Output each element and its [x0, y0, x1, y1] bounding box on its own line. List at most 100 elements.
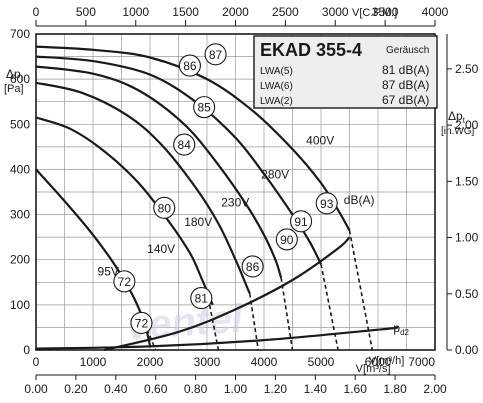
x-second-tick: 2.00 — [423, 382, 447, 396]
y-right-label: Δpt — [448, 109, 466, 125]
noise-marker-90: 90 — [275, 228, 298, 251]
annotation-140v: 140V — [147, 242, 175, 256]
plot-border — [35, 33, 436, 351]
noise-marker-label: 84 — [178, 138, 192, 152]
info-row-label-3: LWA(2) — [260, 96, 293, 107]
x-second-label: V[m³/s] — [356, 363, 391, 375]
noise-marker-label: 87 — [209, 48, 223, 62]
x-top-tick: 2500 — [272, 5, 299, 19]
x-bottom-tick: 4000 — [251, 355, 278, 369]
fan-curve-280V — [35, 55, 322, 265]
x-top-tick: 3000 — [322, 5, 349, 19]
x-second-tick: 0.00 — [24, 382, 48, 396]
noise-marker-circle — [178, 54, 201, 77]
x-second-tick: 0.80 — [184, 382, 208, 396]
noise-marker-72: 72 — [113, 270, 136, 293]
y-right-tick: 0.00 — [455, 343, 479, 357]
annotation-400v: 400V — [306, 134, 334, 148]
noise-marker-label: 86 — [183, 59, 197, 73]
x-second-tick: 1.40 — [304, 382, 328, 396]
noise-marker-circle — [315, 192, 338, 215]
noise-marker-label: 85 — [197, 101, 211, 115]
info-box-frame — [253, 35, 438, 109]
annotation-95v: 95V — [98, 265, 119, 279]
x-bottom-tick: 3000 — [194, 355, 221, 369]
noise-marker-label: 80 — [158, 201, 172, 215]
noise-marker-circle — [289, 210, 313, 233]
x-second-tick: 1.00 — [224, 382, 248, 396]
x-second-tick: 0.40 — [104, 382, 128, 396]
system-curve-iso — [104, 236, 351, 352]
noise-marker-85: 85 — [193, 96, 216, 119]
info-row-label-1: LWA(5) — [260, 66, 293, 77]
x-second-tick: 1.80 — [383, 382, 407, 396]
y-right-tick: 2.50 — [455, 62, 479, 76]
y-left-unit: [Pa] — [4, 83, 24, 95]
y-left-tick: 200 — [10, 253, 30, 267]
annotation-sub: d2 — [400, 328, 409, 337]
y-right-unit: [in.WG] — [441, 126, 475, 137]
annotation-280v: 280V — [261, 167, 289, 181]
y-left-label: Δpt — [6, 67, 24, 83]
annotation-180v: 180V — [184, 215, 212, 229]
info-box: EKAD 355-4 Geräusch LWA(5) 81 dB(A) LWA(… — [253, 35, 438, 109]
x-top-tick: 1000 — [122, 5, 149, 19]
chart-title: EKAD 355-4 — [260, 40, 362, 60]
y-left-tick: 700 — [10, 27, 30, 41]
x-bottom-label: V[m³/h] — [369, 355, 404, 367]
info-row-value-2: 87 dB(A) — [382, 78, 429, 92]
system-curves — [35, 236, 399, 352]
noise-marker-label: 86 — [246, 260, 260, 274]
x-top-label: V[C.F.M.] — [352, 7, 397, 19]
noise-marker-label: 91 — [294, 215, 308, 229]
fan-curve-140V — [35, 116, 214, 306]
noise-marker-circle — [241, 255, 264, 278]
x-top-tick: 500 — [76, 5, 96, 19]
info-row-label-2: LWA(6) — [260, 81, 293, 92]
info-row-value-1: 81 dB(A) — [382, 63, 429, 77]
x-bottom-tick: 5000 — [308, 355, 335, 369]
noise-marker-72: 72 — [130, 311, 153, 334]
y-right-tick: 1.50 — [455, 174, 479, 188]
noise-marker-circle — [153, 196, 176, 219]
dashed-extension — [280, 277, 294, 351]
x-bottom-tick: 2000 — [137, 355, 164, 369]
y-right-label-sub: t — [463, 116, 466, 125]
noise-marker-circle — [173, 133, 196, 156]
annotation-230v: 230V — [221, 195, 249, 209]
x-bottom-tick: 6000 — [365, 355, 392, 369]
x-second-tick: 1.20 — [264, 382, 288, 396]
noise-marker-label: 93 — [320, 197, 334, 211]
x-bottom-tick: 0 — [33, 355, 40, 369]
x-top-tick: 0 — [33, 5, 40, 19]
y-right-tick: 1.00 — [455, 231, 479, 245]
y-left-label-sub: t — [21, 74, 24, 83]
noise-marker-circle — [190, 287, 213, 310]
x-second-tick: 0.60 — [144, 382, 168, 396]
fan-curve-180V — [35, 81, 251, 295]
noise-marker-circle — [193, 96, 216, 119]
x-top-tick: 2000 — [222, 5, 249, 19]
noise-marker-84: 84 — [173, 133, 196, 156]
x-top-tick: 1500 — [172, 5, 199, 19]
noise-marker-circle — [204, 43, 227, 66]
x-second-tick: 0.20 — [64, 382, 88, 396]
info-row-value-3: 67 dB(A) — [382, 93, 429, 107]
noise-marker-label: 81 — [195, 292, 209, 306]
noise-marker-80: 80 — [153, 196, 176, 219]
noise-marker-label: 72 — [118, 275, 132, 289]
y-left-tick: 600 — [10, 72, 30, 86]
y-left-tick: 0 — [23, 343, 30, 357]
x-top-tick: 3500 — [372, 5, 399, 19]
x-bottom-tick: 7000 — [408, 355, 435, 369]
system-curve-p_d2 — [35, 326, 399, 350]
y-left-tick: 100 — [10, 298, 30, 312]
noise-marker-91: 91 — [289, 210, 313, 233]
annotation-p: pd2 — [393, 321, 409, 337]
noise-marker-label: 72 — [135, 316, 149, 330]
y-right-tick: 0.50 — [455, 287, 479, 301]
y-right-tick: 2.00 — [455, 118, 479, 132]
